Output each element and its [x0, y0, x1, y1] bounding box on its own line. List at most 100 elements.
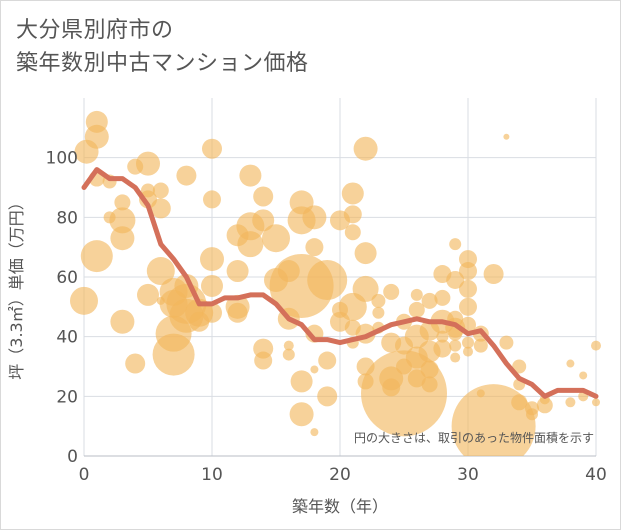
data-bubble — [473, 338, 488, 353]
data-bubble — [201, 274, 223, 297]
y-tick-label: 40 — [56, 328, 78, 348]
data-bubble — [352, 275, 379, 302]
data-bubble — [254, 351, 273, 370]
data-bubble — [146, 257, 175, 286]
x-tick-label: 20 — [329, 465, 351, 485]
data-bubble — [227, 302, 248, 323]
data-bubble — [85, 110, 108, 133]
data-bubble — [591, 340, 601, 351]
data-bubble — [136, 151, 160, 176]
data-bubble — [420, 360, 439, 379]
data-bubble — [237, 231, 264, 258]
data-bubble — [436, 330, 449, 343]
data-bubble — [289, 402, 314, 427]
data-bubble — [110, 309, 135, 334]
data-bubble — [512, 359, 527, 374]
x-tick-label: 40 — [585, 465, 607, 485]
x-tick-label: 0 — [79, 465, 90, 485]
data-bubble — [592, 398, 600, 407]
data-bubble — [310, 365, 319, 374]
data-bubble — [353, 136, 378, 161]
data-bubble — [253, 186, 274, 207]
data-bubble — [341, 182, 364, 205]
data-bubble — [579, 371, 588, 380]
data-bubble — [566, 359, 575, 368]
data-bubble — [434, 289, 451, 306]
y-tick-label: 100 — [46, 149, 78, 169]
data-bubble — [302, 205, 327, 230]
title-line-2: 築年数別中古マンション価格 — [16, 51, 309, 76]
data-bubble — [433, 339, 452, 358]
bubbles — [70, 110, 601, 456]
data-bubble — [226, 260, 249, 283]
data-bubble — [462, 336, 474, 349]
y-tick-label: 80 — [56, 208, 78, 228]
data-bubble — [565, 397, 576, 408]
data-bubble — [354, 242, 377, 265]
data-bubble — [421, 376, 438, 393]
data-bubble — [80, 240, 113, 273]
data-bubble — [421, 292, 438, 309]
data-bubble — [483, 264, 504, 285]
data-bubble — [499, 335, 514, 350]
data-bubble — [459, 262, 477, 281]
data-bubble — [310, 428, 319, 437]
data-bubble — [463, 346, 473, 357]
data-bubble — [152, 333, 195, 376]
data-bubble — [137, 283, 159, 306]
average-price-line — [81, 167, 599, 399]
title-line-1: 大分県別府市の — [16, 18, 174, 43]
y-axis-label: 坪（3.3㎡）単価（万円） — [7, 194, 26, 379]
data-bubble — [317, 386, 338, 407]
data-bubble — [152, 182, 169, 199]
data-bubble — [449, 238, 462, 251]
data-bubble — [371, 293, 386, 308]
data-bubble — [114, 194, 131, 211]
data-bubble — [459, 297, 477, 316]
data-bubble — [372, 306, 385, 319]
data-bubble — [307, 259, 348, 300]
data-bubble — [383, 283, 400, 300]
data-bubble — [70, 286, 98, 315]
data-bubble — [202, 138, 222, 159]
data-bubble — [343, 205, 362, 224]
data-bubble — [203, 190, 221, 209]
data-bubble — [282, 348, 295, 361]
data-bubble — [408, 301, 425, 318]
data-bubble — [110, 226, 135, 251]
data-bubble — [344, 224, 361, 241]
data-bubble — [239, 164, 262, 187]
data-bubble — [503, 133, 510, 140]
data-bubble — [125, 353, 146, 374]
data-bubble — [109, 207, 136, 234]
data-bubble — [305, 238, 324, 257]
data-bubble — [410, 288, 423, 301]
data-bubble — [176, 165, 197, 186]
data-bubble — [283, 340, 294, 351]
data-bubble — [407, 369, 426, 388]
data-bubble — [450, 352, 461, 363]
data-bubble — [449, 339, 462, 352]
data-bubble — [200, 247, 224, 272]
y-tick-label: 0 — [67, 447, 78, 467]
x-axis-label: 築年数（年） — [292, 497, 388, 516]
y-tick-label: 20 — [56, 387, 78, 407]
data-bubble — [290, 370, 313, 393]
data-bubble — [526, 408, 538, 421]
data-bubble — [202, 302, 222, 323]
x-tick-label: 30 — [457, 465, 479, 485]
y-tick-label: 60 — [56, 268, 78, 288]
data-bubble — [252, 209, 275, 232]
data-bubble — [318, 351, 337, 370]
x-tick-label: 10 — [201, 465, 223, 485]
data-bubble — [150, 198, 171, 219]
data-bubble — [536, 397, 553, 414]
data-bubble — [511, 394, 528, 411]
data-bubble — [446, 270, 465, 289]
data-bubble — [459, 279, 477, 298]
data-bubble — [262, 224, 290, 253]
axis-ticks: 0 10 20 30 40 0 20 40 60 80 100 — [46, 149, 607, 485]
size-note: 円の大きさは、取引のあった物件面積を示す — [354, 430, 594, 445]
chart-title: 大分県別府市の 築年数別中古マンション価格 — [16, 14, 309, 80]
